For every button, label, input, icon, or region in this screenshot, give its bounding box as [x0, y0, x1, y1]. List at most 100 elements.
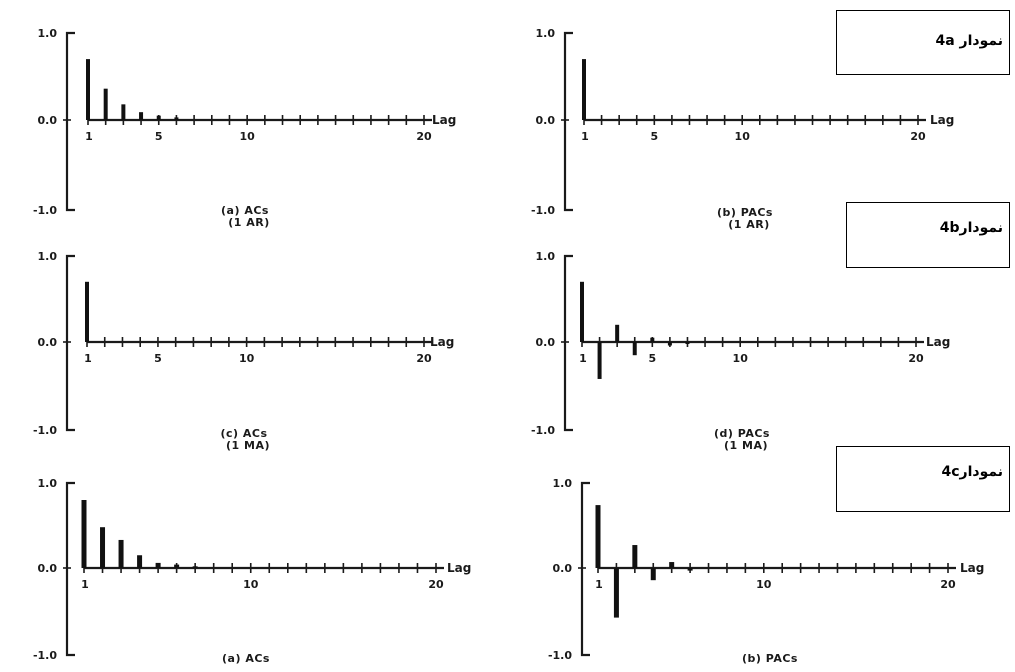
- bar-lag-2: [613, 568, 619, 618]
- bar-lag-2: [103, 88, 108, 120]
- chart-title: (a) ACs: [221, 204, 269, 217]
- y-tick-label: 0.0: [553, 562, 573, 575]
- x-axis-label: Lag: [447, 561, 471, 575]
- y-tick-label: 1.0: [536, 27, 556, 40]
- x-tick-label: 1: [81, 578, 89, 591]
- x-tick-label: 20: [908, 352, 924, 365]
- chart-title: (d) PACs: [714, 427, 770, 440]
- bar-lag-6: [687, 568, 693, 571]
- bar-lag-6: [174, 117, 179, 120]
- bar-lag-2: [100, 527, 106, 568]
- bar-lag-1: [582, 59, 586, 120]
- bar-lag-3: [121, 104, 126, 120]
- x-tick-label: 5: [650, 130, 658, 143]
- bar-lag-5: [156, 115, 161, 120]
- y-tick-label: 0.0: [38, 114, 58, 127]
- y-tick-label: 0.0: [536, 336, 556, 349]
- chart-panel-6: 1.0 0.0 -1.0 1 10 20 Lag (b) PACs: [548, 477, 984, 665]
- x-tick-label: 1: [579, 352, 587, 365]
- bar-lag-6: [174, 564, 180, 568]
- y-axis: [563, 254, 573, 432]
- chart-subtitle: (1 AR): [228, 216, 270, 229]
- bar-lag-3: [632, 545, 638, 568]
- x-tick-label: 10: [239, 352, 255, 365]
- y-tick-label: -1.0: [531, 204, 555, 217]
- x-tick-label: 10: [733, 352, 749, 365]
- x-tick-label: 1: [85, 130, 93, 143]
- bar-lag-1: [86, 59, 90, 120]
- x-tick-label: 20: [416, 352, 432, 365]
- x-axis-label: Lag: [432, 113, 456, 127]
- chart-subtitle: (1 MA): [226, 439, 270, 452]
- x-tick-label: 10: [243, 578, 259, 591]
- bar-lag-2: [597, 342, 602, 379]
- y-axis: [65, 254, 75, 432]
- bar-lag-1: [81, 500, 87, 568]
- bar-lag-1: [580, 281, 584, 342]
- x-axis-label: Lag: [930, 113, 954, 127]
- x-tick-label: 5: [155, 130, 163, 143]
- bar-lag-4: [632, 342, 637, 356]
- x-tick-label: 10: [756, 578, 772, 591]
- y-tick-label: -1.0: [33, 424, 57, 437]
- y-axis: [65, 31, 75, 212]
- x-tick-label: 20: [416, 130, 432, 143]
- y-tick-label: 0.0: [38, 336, 58, 349]
- bar-lag-3: [615, 324, 620, 342]
- chart-subtitle: (1 MA): [724, 439, 768, 452]
- y-tick-label: 1.0: [536, 250, 556, 263]
- y-tick-label: 1.0: [38, 27, 58, 40]
- y-tick-label: -1.0: [33, 204, 57, 217]
- x-axis-label: Lag: [926, 335, 950, 349]
- chart-panel-2: 1.0 0.0 -1.0 1 5 10 20 Lag (b) PACs(1 AR): [531, 27, 954, 231]
- y-tick-label: -1.0: [33, 649, 57, 662]
- y-tick-label: 1.0: [38, 477, 58, 490]
- y-tick-label: -1.0: [548, 649, 572, 662]
- bar-lag-1: [85, 281, 89, 342]
- x-tick-label: 20: [428, 578, 444, 591]
- x-tick-label: 5: [154, 352, 162, 365]
- y-tick-label: 1.0: [38, 250, 58, 263]
- bar-lag-5: [669, 562, 675, 568]
- bar-lag-4: [137, 555, 143, 568]
- label-box-4a: نمودار 4a: [836, 10, 1010, 75]
- bar-lag-4: [650, 568, 656, 581]
- x-tick-label: 20: [910, 130, 926, 143]
- x-tick-label: 1: [595, 578, 603, 591]
- bar-lag-5: [650, 337, 655, 342]
- x-tick-label: 5: [648, 352, 656, 365]
- bar-lag-7: [685, 342, 690, 344]
- x-tick-label: 1: [581, 130, 589, 143]
- y-tick-label: -1.0: [531, 424, 555, 437]
- x-axis-label: Lag: [960, 561, 984, 575]
- chart-title: (a) ACs: [222, 652, 270, 665]
- x-axis-label: Lag: [430, 335, 454, 349]
- bar-lag-5: [155, 562, 161, 568]
- y-axis: [65, 481, 75, 657]
- bar-lag-6: [667, 342, 672, 346]
- chart-title: (b) PACs: [742, 652, 798, 665]
- y-axis: [563, 31, 573, 212]
- y-axis: [580, 481, 590, 657]
- label-box-4c: نمودار4c: [836, 446, 1010, 512]
- chart-title: (c) ACs: [220, 427, 267, 440]
- x-tick-label: 1: [84, 352, 92, 365]
- x-tick-label: 10: [735, 130, 751, 143]
- y-tick-label: 1.0: [553, 477, 573, 490]
- y-tick-label: 0.0: [536, 114, 556, 127]
- bar-lag-7: [192, 566, 198, 569]
- chart-subtitle: (1 AR): [728, 218, 770, 231]
- bar-lag-4: [139, 112, 144, 120]
- label-box-4b: نمودار4b: [846, 202, 1010, 268]
- y-tick-label: 0.0: [38, 562, 58, 575]
- chart-panel-3: 1.0 0.0 -1.0 1 5 10 20 Lag (c) ACs(1 MA): [33, 250, 454, 452]
- x-tick-label: 10: [240, 130, 256, 143]
- bar-lag-1: [595, 505, 601, 568]
- bar-lag-3: [118, 539, 124, 568]
- chart-title: (b) PACs: [717, 206, 773, 219]
- x-tick-label: 20: [940, 578, 956, 591]
